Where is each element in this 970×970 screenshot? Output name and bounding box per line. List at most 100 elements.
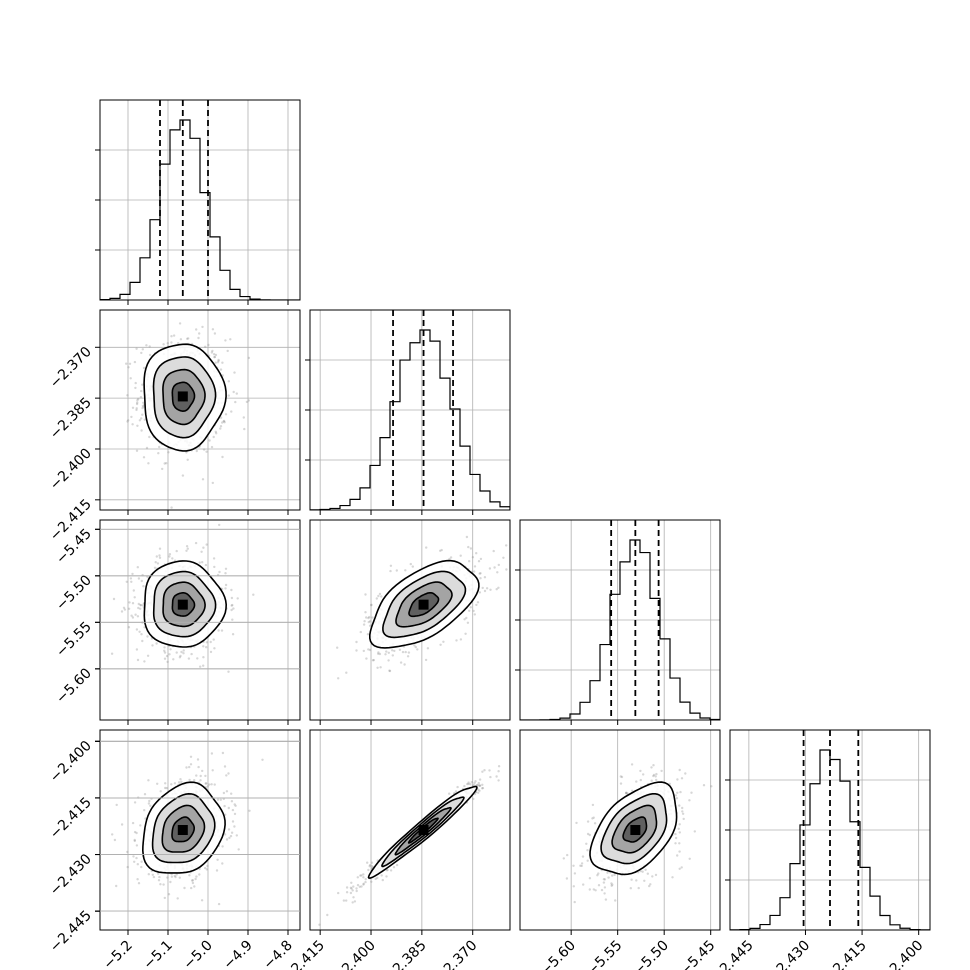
scatter-point xyxy=(376,876,379,880)
scatter-point xyxy=(210,783,213,786)
scatter-point xyxy=(676,854,679,857)
histogram-1 xyxy=(310,329,510,510)
scatter-point xyxy=(127,626,131,629)
scatter-point xyxy=(690,791,693,794)
scatter-point xyxy=(231,808,235,812)
scatter-point xyxy=(199,774,202,778)
scatter-point xyxy=(156,562,160,565)
scatter-point xyxy=(362,876,365,879)
scatter-point xyxy=(478,572,481,575)
scatter-point xyxy=(138,630,141,633)
scatter-point xyxy=(136,401,139,404)
scatter-point xyxy=(356,876,359,879)
scatter-point xyxy=(602,881,606,884)
scatter-point xyxy=(213,332,217,335)
scatter-point xyxy=(141,639,144,643)
scatter-point xyxy=(352,885,355,888)
scatter-point xyxy=(214,361,217,364)
scatter-point xyxy=(380,595,383,598)
scatter-point xyxy=(133,360,137,364)
contour-line xyxy=(171,381,196,413)
scatter-point xyxy=(467,782,470,786)
scatter-point xyxy=(168,553,172,556)
scatter-point xyxy=(220,629,224,632)
scatter-point xyxy=(196,758,200,761)
scatter-point xyxy=(594,889,597,892)
scatter-point xyxy=(349,891,353,895)
scatter-point xyxy=(136,615,140,618)
scatter-point xyxy=(459,638,463,641)
scatter-point xyxy=(378,592,382,596)
scatter-point xyxy=(209,640,212,644)
scatter-point xyxy=(370,864,374,868)
scatter-point xyxy=(472,797,475,801)
scatter-point xyxy=(229,834,233,838)
scatter-point xyxy=(505,568,508,571)
scatter-point xyxy=(126,420,129,423)
scatter-point xyxy=(215,432,218,435)
scatter-point xyxy=(355,887,358,890)
scatter-point xyxy=(210,351,214,354)
scatter-point xyxy=(188,765,191,769)
scatter-point xyxy=(163,646,166,649)
scatter-point xyxy=(189,755,193,758)
panel-frame xyxy=(99,729,301,931)
scatter-point xyxy=(185,766,188,769)
scatter-point xyxy=(364,880,367,884)
scatter-point xyxy=(198,561,201,564)
scatter-point xyxy=(146,635,149,638)
scatter-point xyxy=(424,658,428,662)
scatter-point xyxy=(497,770,500,773)
scatter-point xyxy=(676,778,679,781)
scatter-point xyxy=(188,778,191,782)
scatter-point xyxy=(142,405,145,408)
scatter-point xyxy=(216,798,220,801)
scatter-point xyxy=(356,883,360,887)
scatter-point xyxy=(131,602,135,605)
scatter-point xyxy=(227,394,230,397)
scatter-point xyxy=(478,591,482,594)
scatter-point xyxy=(157,452,160,455)
scatter-point xyxy=(326,913,329,917)
scatter-point xyxy=(202,656,205,659)
scatter-point xyxy=(646,872,649,875)
scatter-point xyxy=(215,869,219,872)
scatter-point xyxy=(152,875,156,879)
scatter-point xyxy=(230,831,234,834)
contour-line xyxy=(162,581,206,628)
scatter-point xyxy=(387,651,390,654)
panel-content xyxy=(318,765,501,926)
scatter-point xyxy=(610,882,613,885)
scatter-point xyxy=(588,833,591,837)
scatter-point xyxy=(211,349,214,353)
scatter-point xyxy=(385,875,388,878)
scatter-point xyxy=(580,862,584,865)
scatter-point xyxy=(652,774,655,778)
scatter-point xyxy=(650,766,653,769)
scatter-point xyxy=(671,876,674,879)
scatter-point xyxy=(153,566,157,569)
scatter-point xyxy=(136,566,139,569)
scatter-point xyxy=(649,883,652,886)
scatter-point xyxy=(352,896,355,899)
scatter-point xyxy=(366,633,370,636)
scatter-point xyxy=(174,875,177,879)
scatter-point xyxy=(355,889,358,893)
scatter-point xyxy=(158,547,162,550)
scatter-point xyxy=(125,362,128,365)
scatter-point xyxy=(409,562,412,566)
scatter-point xyxy=(639,769,642,773)
scatter-point xyxy=(479,572,482,575)
scatter-point xyxy=(221,455,224,459)
scatter-point xyxy=(128,362,132,365)
scatter-point xyxy=(135,407,138,410)
scatter-point xyxy=(342,899,346,902)
scatter-point xyxy=(147,873,150,876)
scatter-point xyxy=(168,653,171,656)
scatter-point xyxy=(143,809,146,812)
scatter-point xyxy=(580,864,583,868)
scatter-point xyxy=(681,812,685,815)
scatter-point xyxy=(199,779,202,782)
scatter-point xyxy=(448,557,451,561)
scatter-point xyxy=(147,802,151,805)
